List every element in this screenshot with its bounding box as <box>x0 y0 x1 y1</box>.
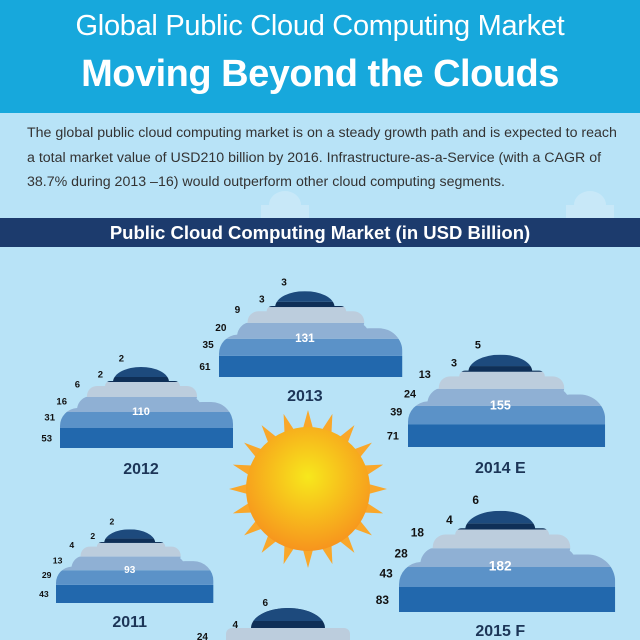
cloud-segment <box>219 338 403 356</box>
segment-value-label: 20 <box>215 323 227 334</box>
cloud-segment <box>56 529 214 539</box>
cloud-segment <box>408 354 606 367</box>
segment-value-label: 3 <box>451 358 457 370</box>
segment-value-label: 61 <box>199 362 211 373</box>
cloud-segment <box>399 510 616 524</box>
segment-value-label: 6 <box>472 493 479 507</box>
cloud-segment <box>56 584 214 603</box>
segment-value-label: 18 <box>411 525 425 539</box>
chart-title: Public Cloud Computing Market (in USD Bi… <box>0 218 640 247</box>
sun-ray <box>302 546 314 568</box>
segment-value-label: 2 <box>119 354 124 365</box>
segment-value-label: 2 <box>90 531 95 541</box>
segment-value-label: 16 <box>56 397 67 408</box>
segment-value-label: 5 <box>475 339 481 351</box>
year-label: 2015 F <box>475 623 525 640</box>
year-label: 2014 E <box>475 460 526 477</box>
segment-value-label: 43 <box>380 567 394 581</box>
cloud-segment <box>399 567 616 587</box>
sun-ray <box>229 483 251 495</box>
year-label: 2013 <box>287 388 323 405</box>
cloud-segment <box>60 367 233 377</box>
segment-value-label: 6 <box>262 598 268 609</box>
cloud-segment <box>56 556 214 571</box>
sun-disc <box>246 427 370 551</box>
intro-paragraph: The global public cloud computing market… <box>27 125 617 190</box>
decorative-cloud <box>566 191 614 219</box>
year-label: 2011 <box>112 614 147 631</box>
cloud-segment <box>219 355 403 377</box>
cloud-total-label: 110 <box>132 406 150 418</box>
title-line-2: Moving Beyond the Clouds <box>81 53 559 95</box>
cloud-segment <box>60 377 233 382</box>
segment-value-label: 53 <box>41 434 52 445</box>
segment-value-label: 2 <box>98 370 103 381</box>
year-label: 2012 <box>123 461 159 478</box>
cloud-segment <box>408 366 606 372</box>
sun-ray <box>302 410 314 432</box>
cloud-segment <box>408 388 606 406</box>
segment-value-label: 4 <box>232 620 238 631</box>
cloud-segment <box>60 412 233 428</box>
segment-value-label: 4 <box>69 540 74 550</box>
cloud-segment <box>60 382 233 397</box>
partial-cloud: 6 4 24 <box>197 598 350 640</box>
cloud-segment <box>399 529 616 549</box>
title-line-1: Global Public Cloud Computing Market <box>75 10 565 42</box>
segment-value-label: 83 <box>376 593 390 607</box>
cloud-segment <box>399 548 616 567</box>
cloud-segment <box>399 587 616 612</box>
cloud-total-label: 155 <box>490 398 511 412</box>
segment-value-label: 2 <box>109 516 114 526</box>
decorative-cloud <box>261 191 309 219</box>
sun-icon <box>229 410 387 568</box>
cloud-segment <box>56 538 214 543</box>
cloud-total-label: 93 <box>124 565 136 576</box>
cloud-segment <box>226 634 350 640</box>
cloud-segment <box>56 570 214 585</box>
segment-value-label: 24 <box>404 388 416 400</box>
segment-value-label: 71 <box>387 431 399 443</box>
cloud-segment <box>219 291 403 302</box>
segment-value-label: 13 <box>53 555 63 565</box>
cloud-segment <box>408 424 606 447</box>
cloud-segment <box>219 322 403 339</box>
segment-value-label: 4 <box>446 513 453 527</box>
segment-value-label: 3 <box>281 277 287 288</box>
cloud-total-label: 131 <box>295 332 315 345</box>
segment-value-label: 31 <box>44 413 55 424</box>
cloud-total-label: 182 <box>489 559 512 574</box>
segment-value-label: 35 <box>202 340 214 351</box>
cloud-segment <box>408 371 606 389</box>
cloud-segment <box>219 301 403 308</box>
cloud-segment <box>60 428 233 448</box>
segment-value-label: 28 <box>395 547 409 561</box>
cloud-segment <box>56 542 214 557</box>
cloud-segment <box>399 523 616 530</box>
segment-value-label: 24 <box>197 632 209 640</box>
segment-value-label: 39 <box>390 407 402 419</box>
sun-ray <box>365 483 387 495</box>
cloud-segment <box>219 307 403 323</box>
cloud-segment <box>253 608 323 621</box>
segment-value-label: 3 <box>259 294 265 305</box>
segment-value-label: 43 <box>39 589 49 599</box>
segment-value-label: 6 <box>75 380 80 391</box>
header-banner: Global Public Cloud Computing Market Mov… <box>0 0 640 113</box>
cloud-segment <box>408 405 606 425</box>
segment-value-label: 13 <box>419 369 431 381</box>
cloud-segment <box>60 397 233 412</box>
segment-value-label: 29 <box>42 570 52 580</box>
segment-value-label: 9 <box>235 305 241 316</box>
